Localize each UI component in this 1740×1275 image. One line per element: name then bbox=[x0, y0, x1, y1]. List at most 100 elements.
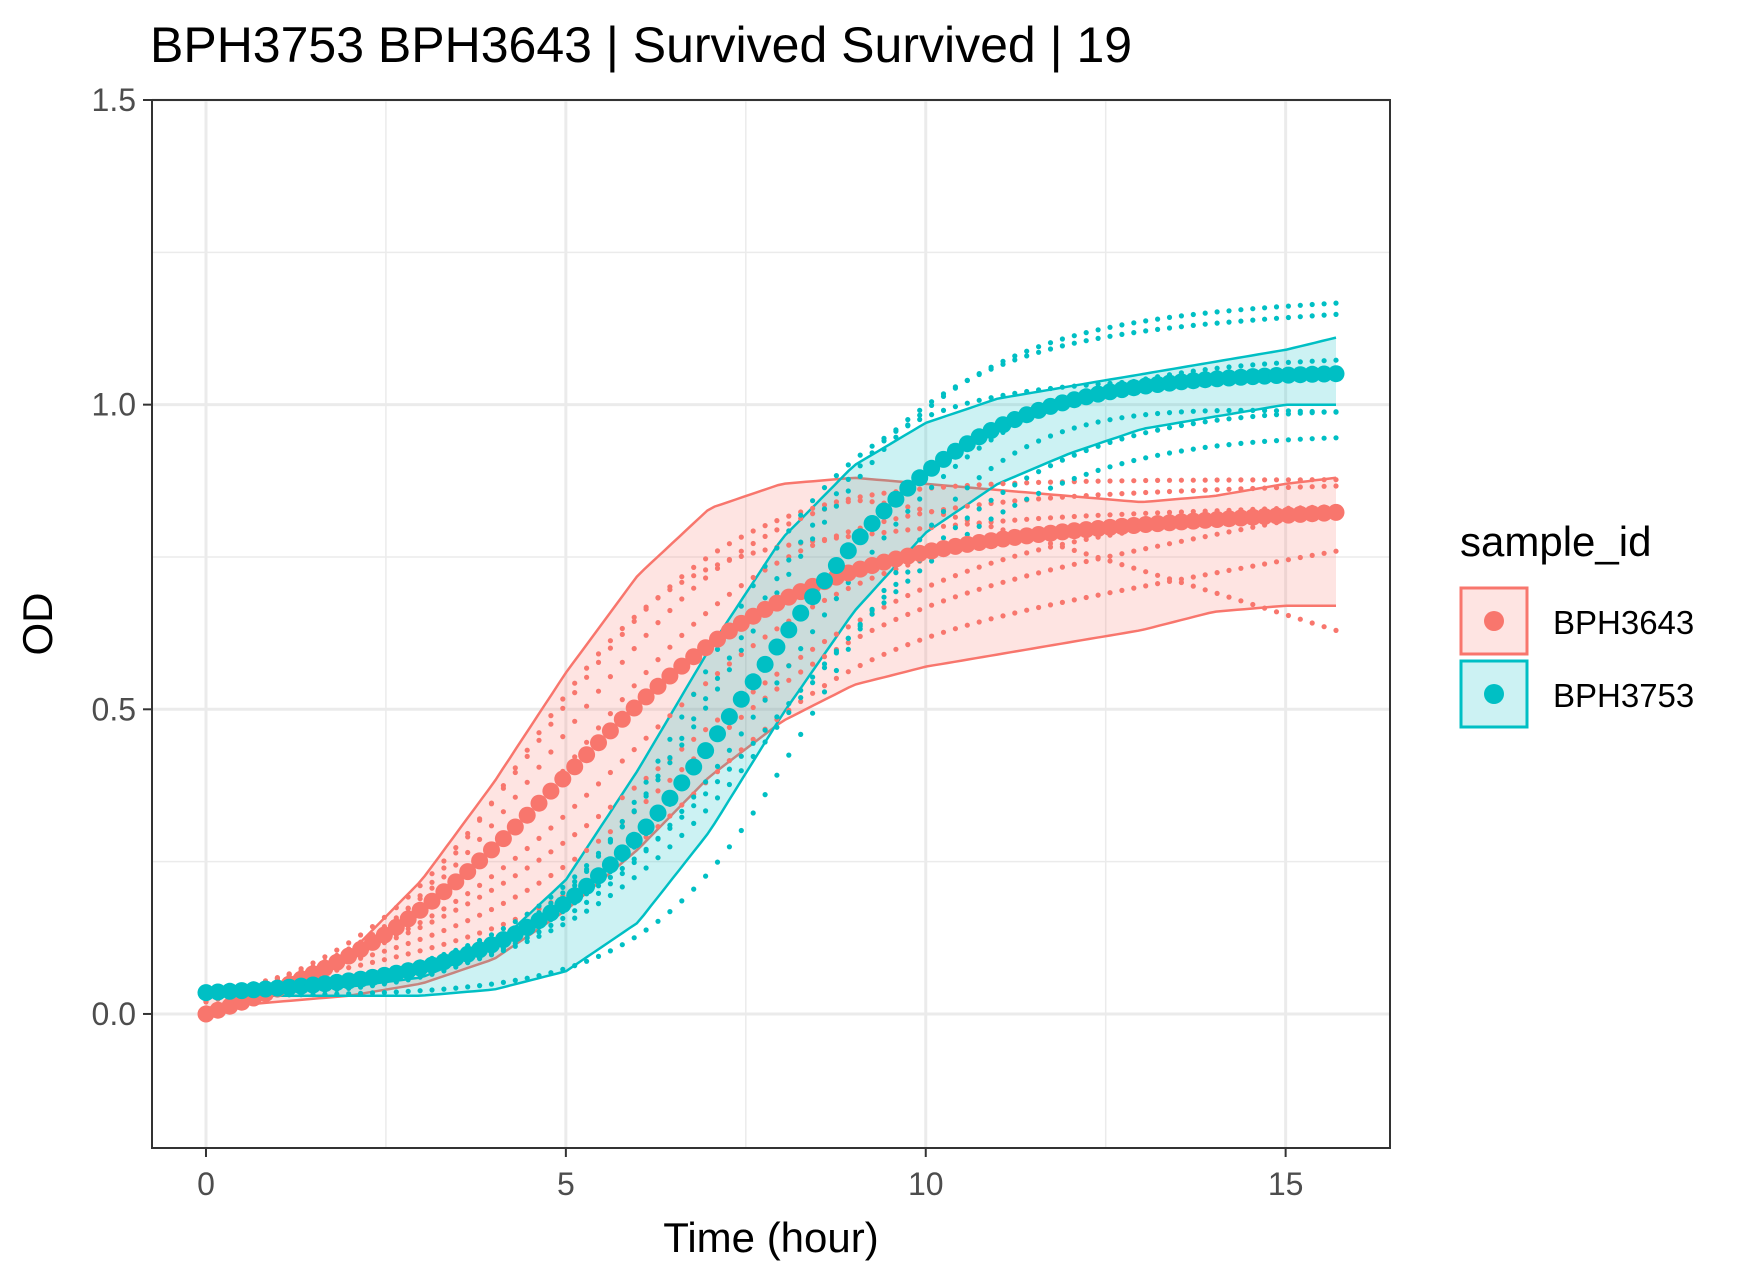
band-lower-line-bph3753 bbox=[206, 403, 1336, 997]
replicate-point bbox=[917, 486, 923, 492]
mean-point bbox=[685, 758, 703, 776]
replicate-point bbox=[1095, 478, 1101, 484]
x-tick-label: 0 bbox=[197, 1166, 215, 1202]
replicate-point bbox=[976, 502, 982, 508]
replicate-point bbox=[869, 459, 875, 466]
mean-point bbox=[1268, 367, 1285, 384]
replicate-point bbox=[536, 764, 542, 770]
replicate-point bbox=[465, 984, 471, 990]
replicate-point bbox=[1262, 485, 1268, 491]
replicate-point bbox=[1095, 467, 1101, 473]
replicate-point bbox=[584, 866, 590, 872]
replicate-point bbox=[798, 539, 804, 545]
replicate-point bbox=[1012, 498, 1018, 504]
replicate-point bbox=[381, 914, 387, 921]
replicate-point bbox=[1202, 310, 1208, 316]
replicate-point bbox=[726, 655, 733, 661]
replicate-point bbox=[917, 506, 923, 512]
replicate-point bbox=[869, 575, 875, 581]
replicate-point bbox=[1214, 417, 1220, 423]
replicate-point bbox=[1000, 579, 1006, 585]
replicate-point bbox=[1321, 312, 1327, 318]
replicate-point bbox=[703, 681, 709, 687]
replicate-point bbox=[726, 747, 733, 753]
replicate-point bbox=[441, 913, 447, 919]
replicate-point bbox=[964, 590, 970, 596]
replicate-point bbox=[952, 505, 959, 511]
replicate-point bbox=[560, 705, 566, 711]
replicate-point bbox=[1273, 609, 1280, 615]
replicate-point bbox=[917, 511, 923, 517]
replicate-point bbox=[429, 919, 435, 925]
replicate-point bbox=[893, 646, 899, 652]
replicate-point bbox=[643, 669, 649, 676]
replicate-point bbox=[405, 988, 411, 995]
replicate-point bbox=[381, 948, 387, 954]
replicate-point bbox=[1107, 417, 1113, 423]
mean-point bbox=[411, 901, 429, 919]
replicate-point bbox=[1250, 601, 1256, 608]
replicate-point bbox=[1095, 327, 1101, 333]
replicate-point bbox=[1071, 539, 1077, 545]
mean-point bbox=[839, 542, 857, 560]
replicate-point bbox=[726, 541, 733, 547]
replicate-point bbox=[714, 675, 721, 682]
replicate-point bbox=[524, 753, 530, 760]
replicate-point bbox=[524, 865, 530, 871]
replicate-point bbox=[500, 921, 506, 927]
legend-key-dot-bph3643 bbox=[1484, 611, 1504, 631]
mean-point bbox=[566, 887, 584, 905]
replicate-point bbox=[679, 746, 685, 752]
mean-point bbox=[685, 648, 703, 666]
replicate-point bbox=[750, 628, 756, 634]
replicate-point bbox=[1047, 544, 1054, 550]
replicate-point bbox=[524, 887, 530, 893]
replicate-point bbox=[465, 901, 471, 907]
replicate-point bbox=[881, 529, 887, 536]
replicate-point bbox=[465, 934, 471, 940]
replicate-point bbox=[726, 724, 733, 731]
replicate-point bbox=[905, 504, 911, 510]
replicate-point bbox=[1214, 443, 1220, 449]
replicate-point bbox=[560, 814, 566, 820]
replicate-point bbox=[595, 890, 602, 897]
replicate-point bbox=[952, 483, 959, 489]
replicate-point bbox=[940, 393, 947, 399]
x-axis-title: Time (hour) bbox=[663, 1214, 878, 1261]
replicate-point bbox=[988, 395, 994, 401]
replicate-point bbox=[655, 758, 661, 764]
replicate-point bbox=[1036, 496, 1042, 502]
replicate-point bbox=[1178, 324, 1184, 330]
replicate-point bbox=[643, 735, 649, 741]
replicate-point bbox=[1155, 427, 1161, 433]
replicate-point bbox=[821, 665, 828, 671]
replicate-point bbox=[964, 515, 970, 521]
replicate-point bbox=[869, 499, 875, 505]
replicate-point bbox=[1238, 407, 1244, 413]
replicate-point bbox=[1238, 318, 1244, 324]
replicate-point bbox=[1285, 557, 1291, 563]
replicate-point bbox=[1214, 531, 1220, 537]
replicate-point bbox=[417, 896, 423, 902]
replicate-point bbox=[512, 977, 518, 984]
replicate-point bbox=[738, 635, 744, 641]
replicate-point bbox=[893, 516, 899, 522]
replicate-point bbox=[1012, 357, 1018, 363]
mean-point bbox=[542, 782, 560, 800]
replicate-point bbox=[1059, 480, 1065, 486]
mean-point bbox=[625, 699, 643, 717]
replicate-point bbox=[881, 651, 887, 657]
replicate-point bbox=[560, 696, 566, 702]
mean-point bbox=[851, 528, 869, 546]
replicate-point bbox=[560, 922, 566, 928]
replicate-point bbox=[1107, 512, 1113, 518]
replicate-point bbox=[595, 659, 602, 666]
replicate-point bbox=[750, 714, 756, 720]
replicate-point bbox=[1321, 358, 1327, 364]
replicate-point bbox=[548, 894, 554, 900]
replicate-point bbox=[952, 573, 959, 579]
replicate-point bbox=[1309, 313, 1315, 319]
replicate-point bbox=[572, 803, 578, 809]
replicate-point bbox=[584, 739, 590, 745]
replicate-point bbox=[1262, 316, 1268, 322]
